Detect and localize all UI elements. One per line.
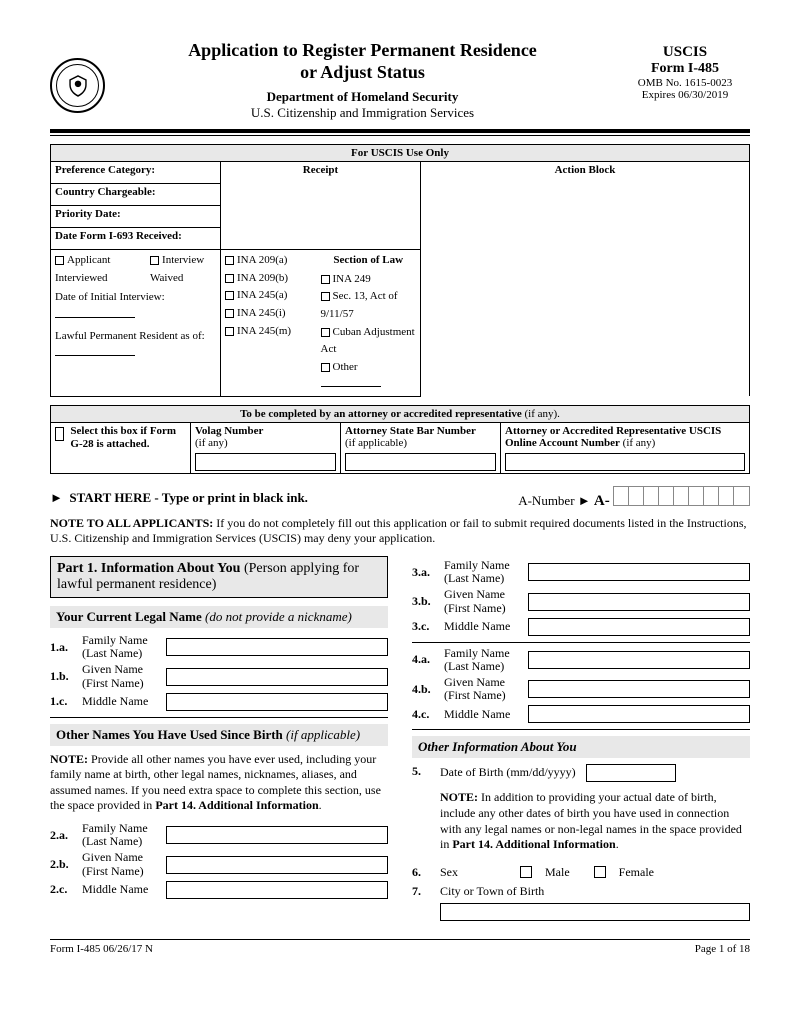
family-name-2a[interactable] [166, 826, 388, 844]
attorney-box: To be completed by an attorney or accred… [50, 405, 750, 474]
sex-male-checkbox[interactable] [520, 866, 532, 878]
action-block-cell: Action Block [421, 162, 750, 397]
account-input[interactable] [505, 453, 745, 471]
given-name-3b[interactable] [528, 593, 750, 611]
law-checkbox[interactable] [225, 291, 234, 300]
law-checkbox[interactable] [225, 256, 234, 265]
note-to-applicants: NOTE TO ALL APPLICANTS: If you do not co… [50, 516, 750, 546]
middle-name-1c[interactable] [166, 693, 388, 711]
start-here-row: ► START HERE - Type or print in black in… [50, 486, 750, 510]
law-checkbox[interactable] [225, 327, 234, 336]
dhs-seal-icon [50, 58, 105, 113]
interview-waived-checkbox[interactable] [150, 256, 159, 265]
section-of-law-cell: INA 209(a) INA 209(b) INA 245(a) INA 245… [221, 250, 421, 397]
other-names-header: Other Names You Have Used Since Birth (i… [50, 724, 388, 746]
i693-label: Date Form I-693 Received: [51, 228, 221, 250]
middle-name-2c[interactable] [166, 881, 388, 899]
part1-header: Part 1. Information About You (Person ap… [50, 556, 388, 598]
page-footer: Form I-485 06/26/17 N Page 1 of 18 [50, 939, 750, 955]
law-checkbox[interactable] [321, 275, 330, 284]
a-number-boxes[interactable] [613, 486, 750, 506]
priority-label: Priority Date: [51, 206, 221, 228]
interview-cell: Applicant Interviewed Interview Waived D… [51, 250, 221, 397]
dept-name: Department of Homeland Security [105, 89, 620, 105]
city-of-birth-input[interactable] [440, 903, 750, 921]
given-name-2b[interactable] [166, 856, 388, 874]
receipt-cell: Receipt [221, 162, 421, 250]
law-checkbox[interactable] [225, 309, 234, 318]
bar-input[interactable] [345, 453, 496, 471]
footer-left: Form I-485 06/26/17 N [50, 943, 153, 955]
given-name-1b[interactable] [166, 668, 388, 686]
middle-name-4c[interactable] [528, 705, 750, 723]
pref-category-label: Preference Category: [51, 162, 221, 184]
family-name-3a[interactable] [528, 563, 750, 581]
law-checkbox[interactable] [321, 363, 330, 372]
divider [50, 129, 750, 133]
volag-input[interactable] [195, 453, 336, 471]
lpr-date-field[interactable] [55, 346, 135, 356]
sex-female-checkbox[interactable] [594, 866, 606, 878]
form-meta: USCIS Form I-485 OMB No. 1615-0023 Expir… [620, 44, 750, 101]
attorney-header: To be completed by an attorney or accred… [51, 405, 750, 422]
law-checkbox[interactable] [321, 328, 330, 337]
country-label: Country Chargeable: [51, 184, 221, 206]
divider [412, 642, 750, 643]
arrow-icon: ► [578, 493, 591, 508]
uscis-use-header: For USCIS Use Only [51, 145, 750, 162]
family-name-4a[interactable] [528, 651, 750, 669]
other-names-note: NOTE: Provide all other names you have e… [50, 752, 388, 814]
right-column: 3.a.Family Name (Last Name) 3.b.Given Na… [412, 556, 750, 925]
law-checkbox[interactable] [321, 292, 330, 301]
g28-checkbox[interactable] [55, 427, 64, 441]
dob-input[interactable] [586, 764, 676, 782]
divider [50, 135, 750, 136]
form-title: Application to Register Permanent Reside… [105, 40, 620, 83]
bar-cell: Attorney State Bar Number(if applicable) [341, 422, 501, 473]
legal-name-header: Your Current Legal Name (do not provide … [50, 606, 388, 628]
other-law-field[interactable] [321, 377, 381, 387]
family-name-1a[interactable] [166, 638, 388, 656]
middle-name-3c[interactable] [528, 618, 750, 636]
initial-interview-field[interactable] [55, 308, 135, 318]
arrow-icon: ► [50, 490, 63, 505]
volag-cell: Volag Number(if any) [191, 422, 341, 473]
given-name-4b[interactable] [528, 680, 750, 698]
divider [50, 717, 388, 718]
form-header: Application to Register Permanent Reside… [50, 40, 750, 121]
account-cell: Attorney or Accredited Representative US… [501, 422, 750, 473]
applicant-interviewed-checkbox[interactable] [55, 256, 64, 265]
uscis-use-only-box: For USCIS Use Only Preference Category: … [50, 144, 750, 397]
agency-name: U.S. Citizenship and Immigration Service… [105, 105, 620, 121]
left-column: Part 1. Information About You (Person ap… [50, 556, 388, 925]
g28-cell: Select this box if Form G-28 is attached… [51, 422, 191, 473]
other-info-header: Other Information About You [412, 736, 750, 758]
law-checkbox[interactable] [225, 274, 234, 283]
divider [412, 729, 750, 730]
footer-right: Page 1 of 18 [695, 943, 750, 955]
